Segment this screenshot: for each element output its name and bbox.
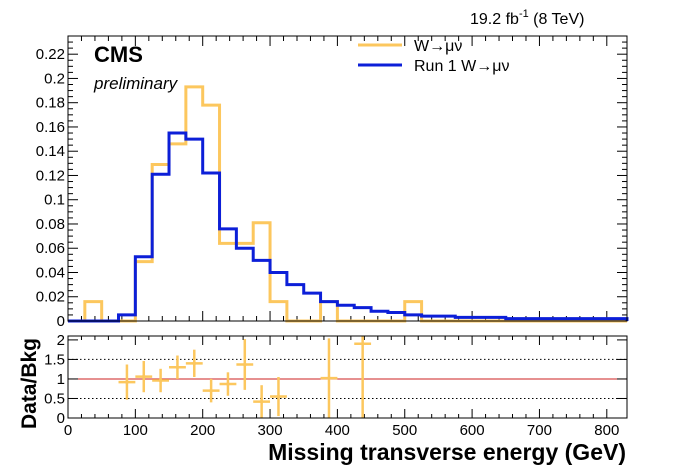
x-tick-label: 0 [64, 422, 72, 439]
ratio-point [135, 360, 153, 393]
y-tick-label: 0.12 [36, 167, 65, 184]
y-tick-label: 0.18 [36, 95, 65, 112]
y-tick-label: 0.16 [36, 119, 65, 136]
ratio-point [354, 336, 372, 418]
y-tick-label: 0 [57, 313, 65, 330]
legend: W→μν Run 1 W→μν [358, 38, 509, 75]
x-tick-label: 200 [190, 422, 215, 439]
ratio-point [169, 355, 186, 379]
series-run1-line [68, 131, 629, 323]
ratio-panel: 0 0.5 1 1.5 2 0 100 200 300 400 500 600 700 800 [44, 332, 628, 439]
ratio-point [202, 378, 220, 403]
ratio-point [118, 364, 136, 400]
ratio-y-axis-title: Data/Bkg [18, 338, 41, 429]
distribution-frame [67, 35, 628, 322]
y-tick-label: 0.08 [36, 216, 65, 233]
y-tick-label: 0.04 [36, 264, 65, 281]
legend-label: W→μν [414, 38, 462, 55]
ratio-y-tick-label: 1 [57, 371, 65, 388]
y-tick-label: 0.06 [36, 240, 65, 257]
legend-label: Run 1 W→μν [414, 58, 509, 75]
x-tick-label: 100 [123, 422, 148, 439]
x-tick-label: 600 [460, 422, 485, 439]
ratio-frame [67, 335, 628, 419]
y-tick-label: 0.14 [36, 143, 65, 160]
x-tick-label: 300 [258, 422, 283, 439]
ratio-point [236, 339, 254, 390]
y-tick-label: 0.02 [36, 289, 65, 306]
distribution-panel: 0 0.02 0.04 0.06 0.08 0.1 0.12 0.14 0.16 0.18 0.2 0… [36, 35, 629, 330]
ratio-y-tick-label: 2 [57, 332, 65, 349]
y-tick-label: 0.2 [44, 70, 65, 87]
ratio-point [253, 385, 271, 418]
ratio-y-tick-label: 0 [57, 410, 65, 427]
ratio-point [219, 372, 237, 396]
x-tick-label: 800 [594, 422, 619, 439]
x-axis-title: Missing transverse energy (GeV) [268, 439, 626, 465]
ratio-axes: 0 0.5 1 1.5 2 0 100 200 300 400 500 600 700 800 [44, 332, 627, 439]
ratio-points [118, 336, 372, 418]
luminosity-label: 19.2 fb-1 (8 TeV) [470, 8, 584, 28]
ratio-y-tick-label: 1.5 [44, 351, 65, 368]
ratio-point [152, 368, 170, 393]
x-tick-label: 400 [325, 422, 350, 439]
distribution-series [68, 85, 629, 323]
ratio-point [185, 349, 203, 377]
ratio-point [270, 377, 287, 417]
y-tick-label: 0.22 [36, 46, 65, 63]
experiment-label: CMS [94, 42, 143, 67]
x-tick-label: 500 [392, 422, 417, 439]
ratio-y-tick-label: 0.5 [44, 390, 65, 407]
x-tick-label: 700 [527, 422, 552, 439]
y-tick-label: 0.1 [44, 192, 65, 209]
ratio-point [320, 338, 338, 418]
status-label: preliminary [93, 74, 179, 93]
